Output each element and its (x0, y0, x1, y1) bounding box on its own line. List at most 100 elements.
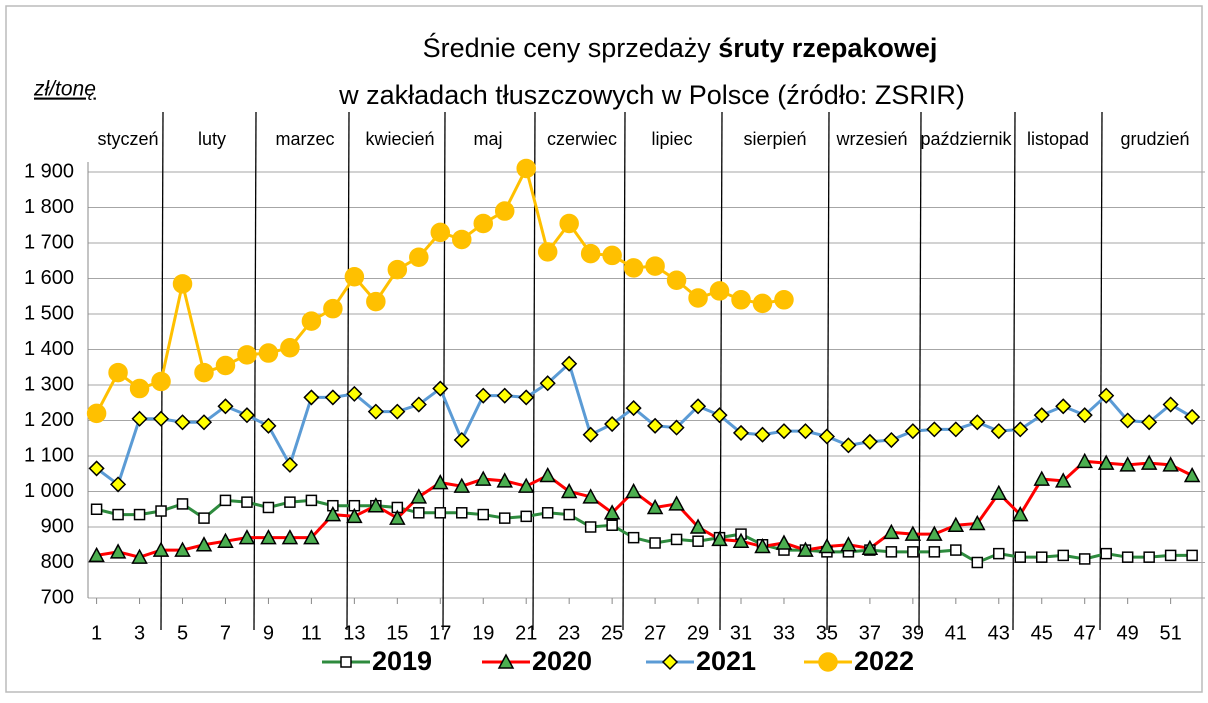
month-separator (918, 111, 922, 631)
marker-diamond (1162, 396, 1179, 413)
x-tick-label: 35 (816, 622, 838, 644)
month-separator (1099, 111, 1103, 631)
marker-triangle (1054, 472, 1072, 488)
marker-triangle (560, 482, 578, 499)
marker-triangle (1012, 505, 1029, 522)
marker-triangle (152, 541, 170, 557)
marker-triangle (990, 484, 1008, 501)
marker-diamond (88, 460, 105, 477)
marker-circle (194, 362, 214, 383)
marker-triangle (883, 523, 900, 540)
marker-triangle (88, 546, 105, 563)
month-label: maj (473, 129, 502, 149)
marker-diamond (604, 415, 621, 433)
marker-triangle (496, 472, 513, 488)
month-label: marzec (275, 129, 334, 149)
marker-circle (280, 337, 300, 358)
marker-square (219, 494, 232, 507)
marker-square (627, 531, 640, 544)
marker-triangle (195, 536, 213, 552)
marker-diamond (1033, 407, 1050, 424)
marker-diamond (711, 407, 728, 424)
marker-circle (774, 290, 794, 310)
marker-square (262, 501, 275, 514)
marker-diamond (324, 389, 341, 406)
month-label: wrzesień (835, 129, 907, 149)
marker-circle (494, 201, 515, 221)
y-tick-label: 1 000 (24, 480, 74, 502)
marker-circle (172, 274, 193, 294)
marker-diamond (818, 428, 835, 445)
marker-diamond (389, 403, 406, 420)
marker-diamond (453, 431, 470, 449)
marker-diamond (1012, 421, 1029, 438)
marker-square (606, 519, 618, 531)
marker-square (133, 508, 146, 521)
month-label: sierpień (743, 129, 806, 149)
marker-diamond (668, 419, 685, 436)
marker-diamond (260, 417, 277, 434)
x-tick-label: 17 (429, 622, 451, 644)
marker-diamond (775, 423, 793, 440)
x-tick-label: 3 (134, 622, 145, 644)
legend-label: 2022 (854, 646, 914, 676)
title-text: Średnie ceny sprzedaży (423, 31, 719, 63)
marker-circle (666, 270, 687, 291)
marker-diamond (754, 426, 771, 443)
marker-square (1143, 551, 1155, 563)
marker-triangle (474, 470, 492, 486)
marker-triangle (260, 529, 277, 545)
marker-square (520, 510, 532, 523)
marker-circle (688, 288, 708, 308)
marker-circle (344, 266, 365, 287)
x-tick-label: 19 (472, 622, 494, 644)
marker-circle (818, 652, 838, 672)
marker-diamond (410, 396, 427, 413)
marker-circle (215, 355, 236, 376)
marker-square (498, 512, 511, 524)
marker-diamond (1098, 387, 1115, 404)
y-tick-label: 1 300 (24, 373, 74, 395)
marker-square (456, 507, 468, 519)
marker-circle (86, 403, 107, 424)
marker-circle (731, 290, 751, 310)
marker-circle (473, 213, 493, 234)
marker-square (907, 546, 919, 558)
x-tick-label: 13 (343, 622, 365, 644)
marker-square (692, 535, 704, 547)
x-tick-label: 5 (177, 622, 188, 644)
marker-circle (108, 362, 128, 383)
marker-triangle (389, 509, 406, 525)
marker-square (1014, 551, 1027, 563)
legend-label: 2021 (696, 646, 756, 676)
y-tick-label: 900 (41, 515, 74, 537)
marker-circle (323, 298, 343, 319)
marker-diamond (990, 423, 1007, 440)
x-tick-label: 11 (301, 622, 322, 644)
marker-diamond (539, 375, 556, 392)
marker-square (434, 507, 447, 519)
marker-triangle (453, 477, 471, 493)
marker-triangle (1076, 452, 1093, 469)
marker-triangle (281, 529, 299, 545)
marker-diamond (797, 423, 814, 440)
marker-square (1100, 547, 1112, 560)
y-tick-label: 1 200 (24, 409, 74, 431)
marker-triangle (711, 530, 728, 547)
x-tick-label: 49 (1117, 622, 1139, 644)
marker-diamond (1076, 407, 1093, 424)
marker-diamond (689, 398, 707, 415)
legend-label: 2019 (372, 646, 432, 676)
marker-circle (409, 247, 429, 267)
marker-triangle (732, 532, 750, 548)
marker-circle (516, 158, 536, 179)
marker-diamond (432, 380, 449, 397)
month-label: październik (920, 129, 1012, 149)
x-tick-label: 41 (945, 622, 967, 644)
marker-triangle (582, 488, 599, 504)
marker-circle (645, 256, 665, 276)
marker-triangle (303, 529, 320, 545)
series-line (95, 360, 1193, 487)
month-label: kwiecień (365, 129, 434, 149)
